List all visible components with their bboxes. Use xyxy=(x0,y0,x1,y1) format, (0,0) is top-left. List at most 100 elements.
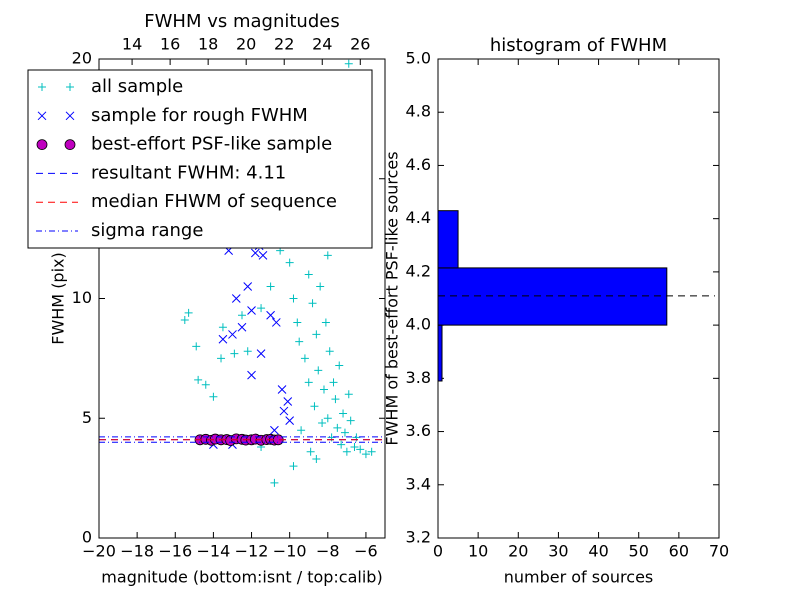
legend-marker xyxy=(65,111,75,121)
point xyxy=(295,337,304,346)
point xyxy=(209,392,218,401)
y-axis-label: FWHM (pix) xyxy=(49,252,68,345)
point xyxy=(266,282,275,291)
point xyxy=(217,354,226,363)
point xyxy=(323,414,332,423)
x-tick-label: 20 xyxy=(508,542,528,561)
chart-title: histogram of FWHM xyxy=(490,35,667,56)
point xyxy=(342,447,351,456)
point xyxy=(318,419,327,428)
point xyxy=(312,454,321,463)
y-tick-label: 4.8 xyxy=(406,102,431,121)
point xyxy=(283,397,293,406)
x2-tick-label: 14 xyxy=(122,35,142,54)
point xyxy=(293,318,302,327)
legend-marker xyxy=(38,83,46,91)
x-tick-label: −10 xyxy=(273,542,307,561)
y-axis-label: FWHM of best-effort PSF-like sources xyxy=(383,151,402,445)
point xyxy=(201,380,210,389)
y-tick-label: 3.2 xyxy=(406,528,431,547)
x-tick-label: −12 xyxy=(235,542,269,561)
x2-tick-label: 26 xyxy=(350,35,370,54)
point xyxy=(180,316,189,325)
y-tick-label: 3.6 xyxy=(406,421,431,440)
y-tick-label: 5 xyxy=(82,408,92,427)
legend-label: all sample xyxy=(91,76,183,97)
point xyxy=(367,447,376,456)
y-tick-label: 4.2 xyxy=(406,261,431,280)
x-tick-label: 0 xyxy=(433,542,443,561)
x2-tick-label: 24 xyxy=(312,35,332,54)
y-tick-label: 3.8 xyxy=(406,368,431,387)
point xyxy=(247,306,256,315)
point xyxy=(257,304,266,313)
point xyxy=(333,423,342,432)
point xyxy=(344,59,353,68)
legend-marker xyxy=(66,83,74,91)
point xyxy=(325,347,334,356)
point xyxy=(297,426,306,435)
point xyxy=(270,478,279,487)
legend-label: sigma range xyxy=(91,220,203,241)
point xyxy=(339,409,348,418)
point xyxy=(237,322,247,332)
point xyxy=(218,323,227,332)
point xyxy=(289,294,298,303)
legend-marker xyxy=(64,139,76,151)
point xyxy=(243,282,253,291)
axes-frame xyxy=(98,58,386,539)
point xyxy=(285,416,295,425)
point xyxy=(228,330,237,339)
point xyxy=(310,402,319,411)
legend-marker xyxy=(36,139,48,151)
point xyxy=(314,366,323,375)
bar xyxy=(437,267,668,326)
legend-marker xyxy=(37,111,47,121)
point xyxy=(256,349,266,358)
x2-tick-label: 16 xyxy=(160,35,180,54)
point xyxy=(243,347,252,356)
point xyxy=(304,270,313,279)
x-tick-label: 60 xyxy=(669,542,689,561)
point xyxy=(356,445,365,454)
x-tick-label: −14 xyxy=(197,542,231,561)
legend-label: resultant FWHM: 4.11 xyxy=(91,162,286,183)
x-tick-label: −20 xyxy=(82,542,116,561)
point xyxy=(323,251,332,260)
point xyxy=(331,395,340,404)
point xyxy=(192,342,201,351)
point xyxy=(247,370,256,380)
legend: all sample sample for rough FWHM best-effo… xyxy=(27,69,373,249)
y-tick-label: 0 xyxy=(82,528,92,547)
x-tick-label: 30 xyxy=(548,542,568,561)
legend-label: median FHWM of sequence xyxy=(91,191,337,212)
x-tick-label: −16 xyxy=(158,542,192,561)
point xyxy=(316,282,325,291)
point xyxy=(306,447,315,456)
point xyxy=(304,378,313,387)
point xyxy=(300,354,309,363)
y-tick-label: 3.4 xyxy=(406,474,431,493)
point xyxy=(285,258,294,267)
point xyxy=(321,318,330,327)
point xyxy=(258,251,268,260)
legend-label: sample for rough FWHM xyxy=(91,105,308,126)
point xyxy=(218,334,228,344)
bar xyxy=(437,210,459,269)
point xyxy=(250,248,260,258)
point xyxy=(279,406,289,416)
x-tick-label: 70 xyxy=(709,542,729,561)
y-tick-label: 5.0 xyxy=(406,49,431,68)
point xyxy=(308,299,317,308)
point xyxy=(329,378,338,387)
point xyxy=(344,390,353,399)
legend-box xyxy=(27,69,373,249)
point xyxy=(346,416,355,425)
x-axis-label: number of sources xyxy=(504,568,654,587)
point xyxy=(271,318,281,327)
point xyxy=(238,311,246,320)
x-tick-label: −6 xyxy=(354,542,378,561)
point xyxy=(289,462,298,471)
y-tick-label: 4.0 xyxy=(406,315,431,334)
point xyxy=(266,310,275,320)
